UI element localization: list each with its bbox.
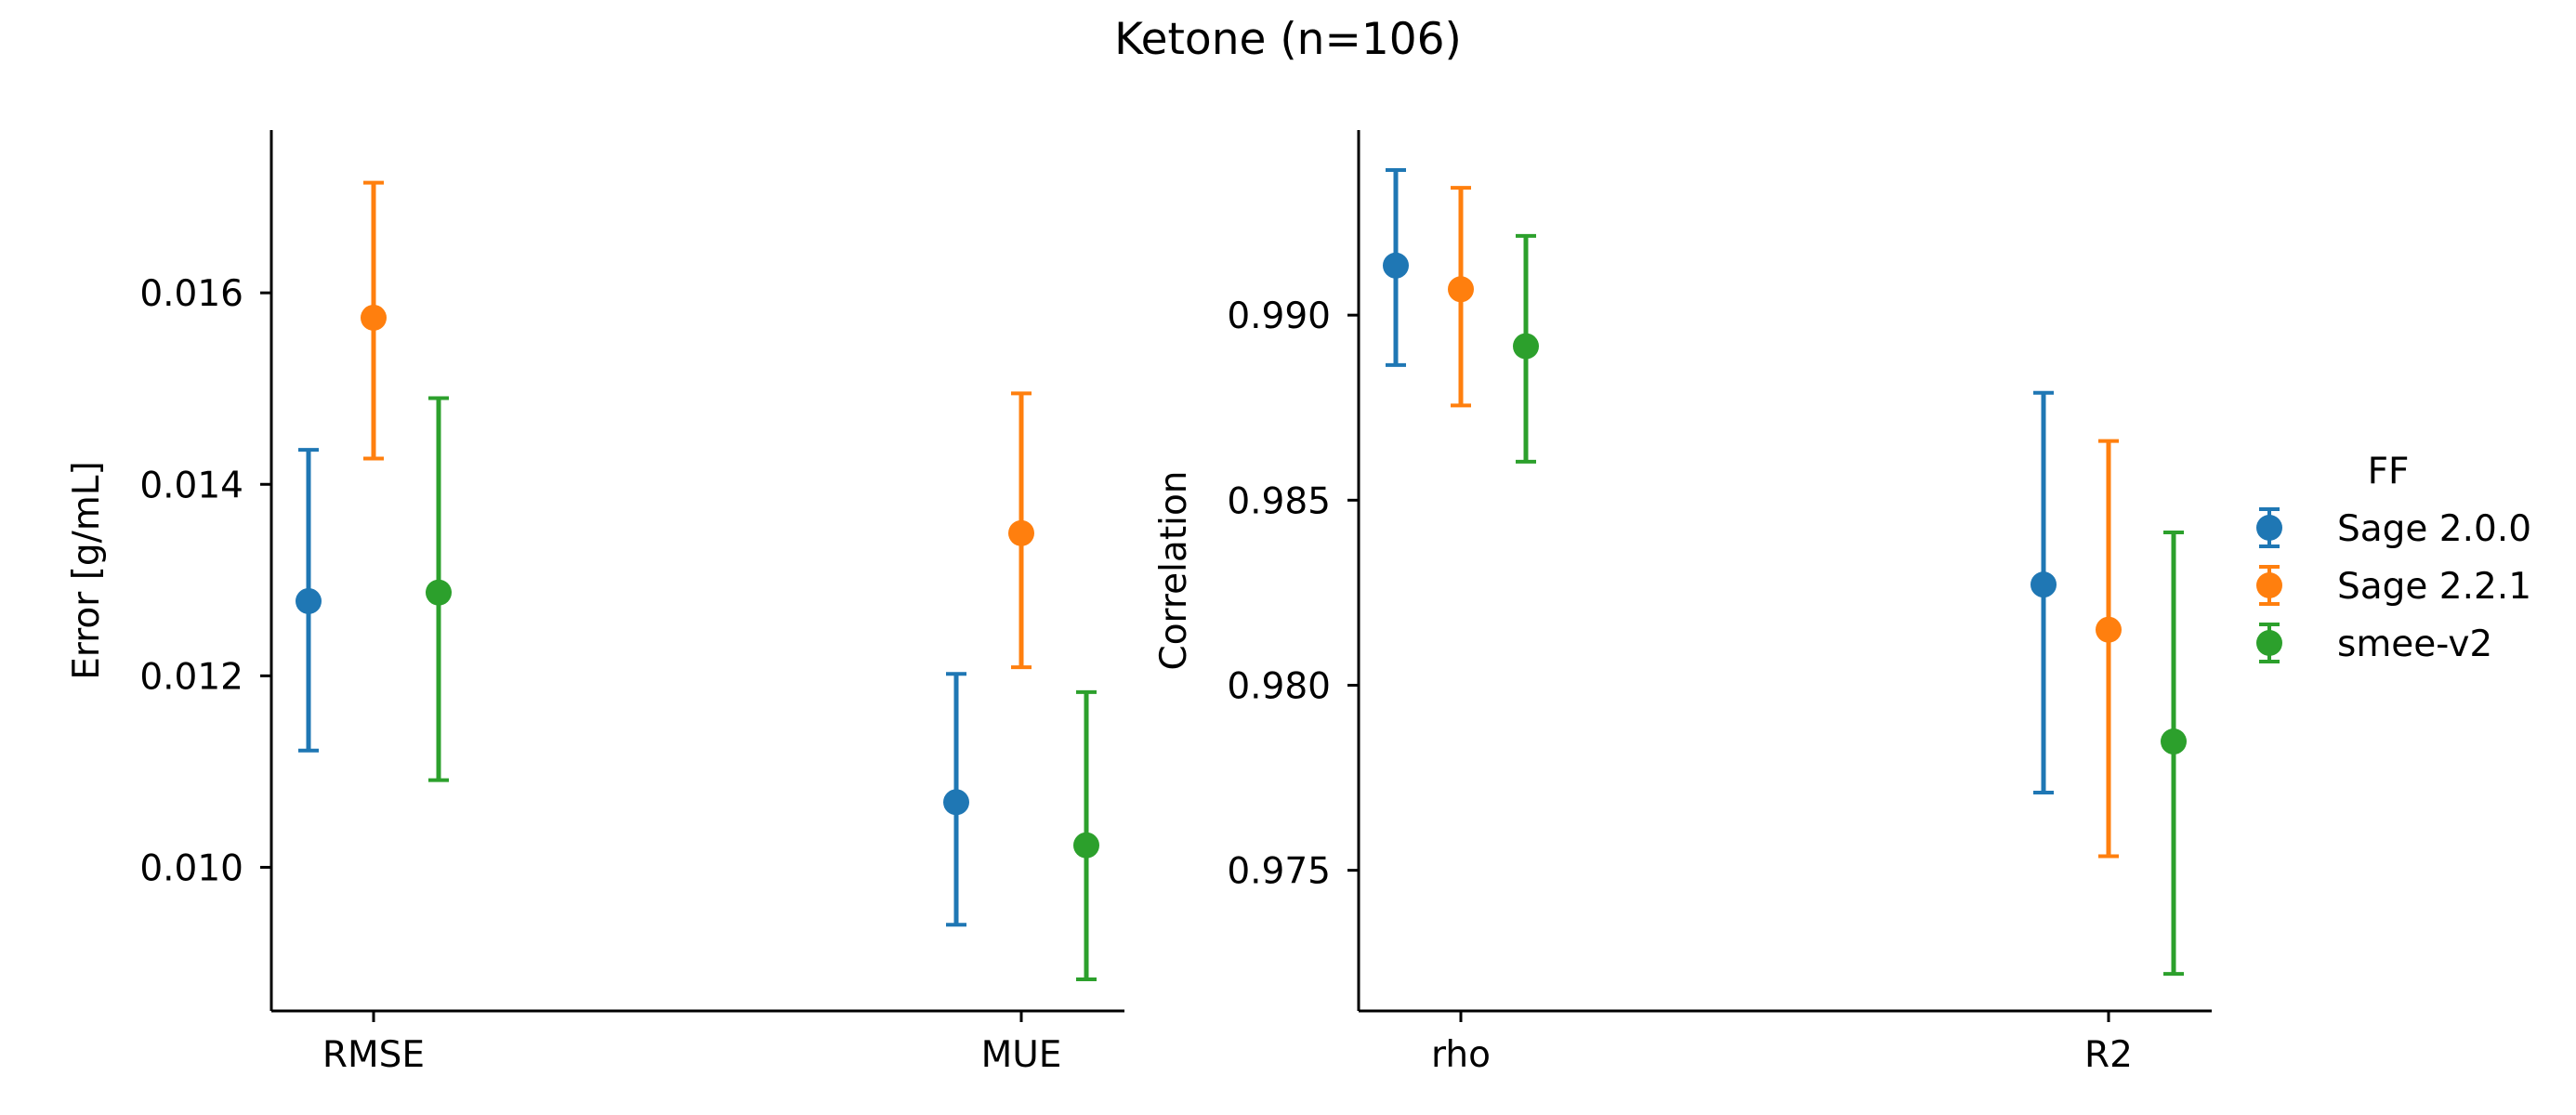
y-tick-label: 0.014 [139, 465, 243, 506]
y-axis-title: Error [g/mL] [66, 461, 108, 680]
legend: FF Sage 2.0.0 Sage 2.2.1 smee-v2 [2256, 451, 2531, 665]
data-point [361, 304, 387, 331]
legend-marker [2256, 572, 2282, 598]
x-tick-label: R2 [2084, 1034, 2133, 1076]
data-point [2031, 571, 2057, 598]
left-plot-panel: 0.010 0.012 0.014 0.016 RMSE MUE Error [g/mL] [66, 130, 1124, 1076]
legend-item: Sage 2.2.1 [2256, 565, 2531, 608]
data-point [2096, 616, 2122, 643]
data-point [2161, 728, 2187, 755]
data-point [1513, 333, 1539, 360]
y-tick-label: 0.990 [1227, 295, 1331, 337]
legend-marker [2256, 515, 2282, 541]
y-tick-label: 0.975 [1227, 851, 1331, 893]
x-tick-label: MUE [981, 1034, 1062, 1076]
y-tick-label: 0.980 [1227, 665, 1331, 707]
y-tick-label: 0.016 [139, 273, 243, 315]
data-point [1073, 832, 1099, 859]
data-point [426, 579, 452, 606]
data-point [1448, 276, 1474, 303]
legend-item: Sage 2.0.0 [2256, 507, 2531, 550]
data-point [296, 587, 322, 614]
x-tick-label: RMSE [322, 1034, 425, 1076]
y-tick-label: 0.010 [139, 847, 243, 889]
legend-label: Sage 2.0.0 [2337, 508, 2531, 550]
legend-marker [2256, 630, 2282, 656]
right-plot-panel: 0.975 0.980 0.985 0.990 rho R2 Correlation [1153, 130, 2212, 1076]
data-point [943, 789, 969, 816]
y-tick-label: 0.012 [139, 656, 243, 698]
data-point [1008, 519, 1034, 546]
y-tick-label: 0.985 [1227, 480, 1331, 522]
y-axis-title: Correlation [1153, 470, 1195, 670]
legend-label: Sage 2.2.1 [2337, 566, 2531, 608]
figure-title: Ketone (n=106) [1114, 14, 1462, 65]
legend-title: FF [2368, 451, 2410, 492]
legend-label: smee-v2 [2337, 623, 2492, 665]
legend-item: smee-v2 [2256, 623, 2492, 665]
data-point [1383, 252, 1409, 279]
x-tick-label: rho [1431, 1034, 1491, 1076]
